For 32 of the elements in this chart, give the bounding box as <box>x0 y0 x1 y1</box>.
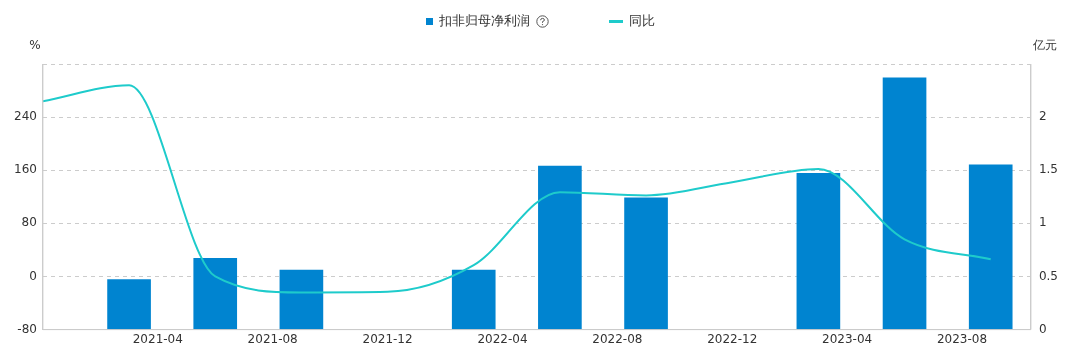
y-tick-label: 240 <box>14 109 37 124</box>
y-tick-label: -80 <box>17 321 37 336</box>
x-tick-label: 2023-08 <box>936 331 988 346</box>
bar <box>451 269 496 330</box>
bar <box>193 258 238 330</box>
bar <box>624 197 668 330</box>
bar <box>968 164 1013 330</box>
bar <box>538 165 582 330</box>
x-tick-label: 2022-12 <box>707 331 758 346</box>
x-tick-label: 2021-04 <box>132 331 183 346</box>
bar <box>279 269 324 330</box>
legend-label: 扣非归母净利润 <box>438 12 530 30</box>
y-axis-title: % <box>29 38 41 53</box>
y2-axis-title: 亿元 <box>1031 38 1057 53</box>
x-tick-label: 2021-12 <box>362 331 413 346</box>
y-tick-label: 0 <box>29 268 37 283</box>
bar <box>796 173 841 330</box>
bar <box>882 77 927 330</box>
legend-label: 同比 <box>628 12 655 30</box>
bar <box>107 279 151 330</box>
line-series <box>42 84 992 294</box>
x-tick-label: 2022-04 <box>477 331 528 346</box>
x-tick-label: 2023-04 <box>822 331 873 346</box>
x-tick-label: 2021-08 <box>247 331 298 346</box>
y-tick-label: 80 <box>21 215 37 230</box>
y-tick-label: 160 <box>14 162 37 177</box>
y2-tick-label: 1 <box>1038 215 1047 230</box>
y2-tick-label: 2 <box>1038 109 1047 124</box>
y2-tick-label: 0.5 <box>1038 268 1059 283</box>
x-tick-label: 2022-08 <box>592 331 643 346</box>
y2-tick-label: 1.5 <box>1038 162 1059 177</box>
y2-tick-label: 0 <box>1038 321 1047 336</box>
